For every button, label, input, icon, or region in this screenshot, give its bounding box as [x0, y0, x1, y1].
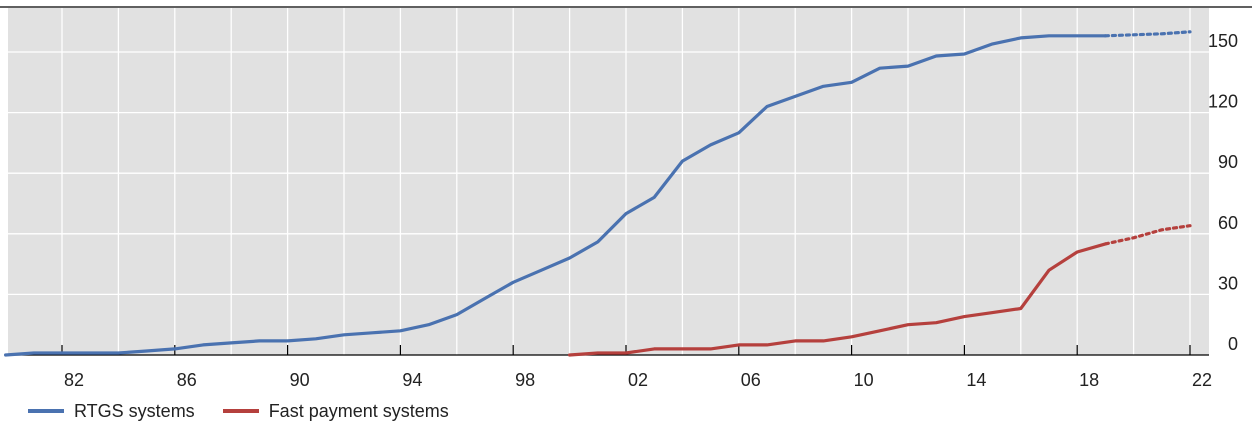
- x-tick-label: 14: [966, 370, 986, 390]
- x-tick-label: 18: [1079, 370, 1099, 390]
- x-tick-label: 22: [1192, 370, 1212, 390]
- legend-item-rtgs: RTGS systems: [28, 401, 195, 422]
- y-tick-label: 90: [1218, 152, 1238, 172]
- x-axis-tick-labels: 82 86 90 94 98 02 06 10 14 18 22: [64, 370, 1212, 390]
- series-projection-0: [1103, 30, 1192, 38]
- y-tick-label: 120: [1208, 92, 1238, 112]
- x-tick-label: 98: [515, 370, 535, 390]
- y-tick-label: 0: [1228, 334, 1238, 354]
- x-tick-label: 86: [177, 370, 197, 390]
- legend-label-rtgs: RTGS systems: [74, 400, 195, 421]
- legend-swatch-fast-payment: [222, 409, 259, 413]
- y-tick-label: 60: [1218, 213, 1238, 233]
- y-axis-tick-labels: 0 30 60 90 120 150: [1208, 31, 1238, 354]
- x-tick-label: 02: [628, 370, 648, 390]
- y-tick-label: 30: [1218, 273, 1238, 293]
- chart-legend: RTGS systems Fast payment systems: [28, 398, 449, 424]
- x-tick-label: 82: [64, 370, 84, 390]
- vertical-gridlines: [61, 8, 1191, 355]
- legend-item-fast-payment: Fast payment systems: [222, 400, 449, 422]
- series-line-0: [3, 34, 1108, 357]
- x-tick-label: 94: [402, 370, 422, 390]
- series-layer: [3, 30, 1192, 357]
- x-tick-label: 10: [854, 370, 874, 390]
- horizontal-gridlines: [8, 51, 1209, 296]
- series-projection-1: [1103, 224, 1192, 246]
- plot-background: [8, 8, 1209, 355]
- x-tick-label: 06: [741, 370, 761, 390]
- legend-label-fast-payment: Fast payment systems: [268, 400, 449, 421]
- x-tick-label: 90: [290, 370, 310, 390]
- legend-swatch-rtgs: [28, 409, 64, 413]
- y-tick-label: 150: [1208, 31, 1238, 51]
- series-line-1: [567, 242, 1108, 357]
